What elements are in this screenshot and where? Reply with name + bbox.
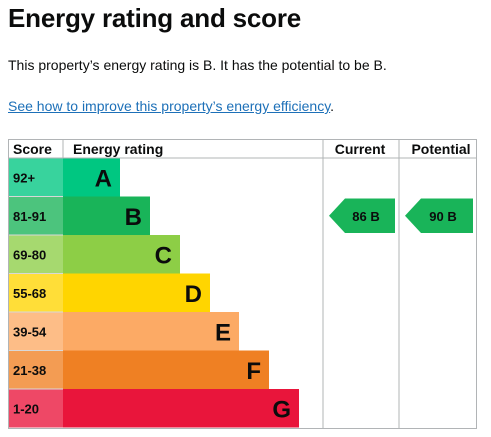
band-letter-g: G — [272, 396, 291, 423]
score-range-a: 92+ — [13, 170, 35, 185]
potential-rating-label: 90 B — [429, 209, 456, 224]
page-title: Energy rating and score — [8, 3, 302, 33]
score-range-f: 21-38 — [13, 363, 46, 378]
score-range-c: 69-80 — [13, 247, 46, 262]
rating-summary: This property’s energy rating is B. It h… — [8, 57, 387, 73]
score-cell-a — [8, 158, 63, 197]
current-rating-arrow — [329, 198, 395, 233]
header-potential: Potential — [411, 141, 470, 157]
link-suffix: . — [330, 98, 335, 114]
improve-link-line: See how to improve this property’s energ… — [8, 97, 334, 115]
score-cell-b — [8, 196, 63, 235]
score-cell-d — [8, 273, 63, 312]
score-cell-e — [8, 312, 63, 351]
score-cell-c — [8, 235, 63, 274]
chart-header: Score Energy rating Current Potential — [13, 141, 471, 157]
rating-arrows: 86 B 90 B — [329, 198, 473, 233]
potential-rating-arrow — [405, 198, 473, 233]
score-cell-g — [8, 389, 63, 428]
header-current: Current — [335, 141, 386, 157]
band-bar-e — [63, 312, 239, 351]
band-bar-f — [63, 350, 269, 389]
score-range-b: 81-91 — [13, 209, 46, 224]
score-range-d: 55-68 — [13, 286, 46, 301]
score-cell-f — [8, 350, 63, 389]
band-letter-a: A — [95, 165, 112, 192]
current-rating-label: 86 B — [352, 209, 379, 224]
header-score: Score — [13, 141, 52, 157]
band-bar-c — [63, 235, 180, 274]
chart-border — [8, 139, 477, 429]
improve-efficiency-link[interactable]: See how to improve this property’s energ… — [8, 98, 331, 114]
energy-rating-chart: Score Energy rating Current Potential 92… — [8, 139, 477, 429]
band-bar-a — [63, 158, 120, 197]
band-letter-d: D — [185, 281, 202, 308]
chart-grid — [8, 139, 477, 429]
band-letter-e: E — [215, 319, 231, 346]
band-bar-g — [63, 389, 299, 428]
band-bar-d — [63, 273, 210, 312]
score-range-g: 1-20 — [13, 401, 39, 416]
band-letter-f: F — [246, 358, 261, 385]
header-energy-rating: Energy rating — [73, 141, 163, 157]
score-range-e: 39-54 — [13, 324, 47, 339]
band-letter-b: B — [125, 204, 142, 231]
band-letter-c: C — [155, 242, 172, 269]
band-bar-b — [63, 196, 150, 235]
rating-bands: 92+ A 81-91 B 69-80 C 55-68 D 39-54 E 21-38 F 1-20 G — [8, 158, 299, 428]
